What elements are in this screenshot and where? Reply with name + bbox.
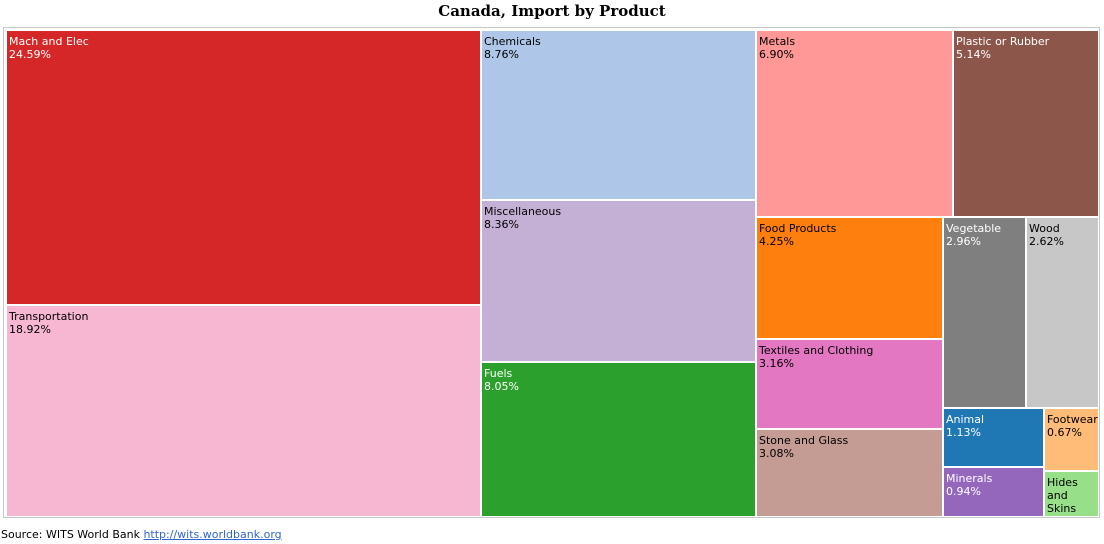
tile-label: Fuels [484,367,513,380]
source-link[interactable]: http://wits.worldbank.org [143,528,282,541]
treemap-tile-hides-and-skins[interactable]: Hides and Skins [1044,471,1099,517]
tile-value: 1.13% [946,426,981,439]
tile-value: 18.92% [9,323,51,336]
treemap-tile-plastic-or-rubber[interactable]: Plastic or Rubber 5.14% [953,30,1099,217]
treemap-tile-footwear[interactable]: Footwear 0.67% [1044,408,1099,471]
tile-label: Miscellaneous [484,205,562,218]
treemap-tile-chemicals[interactable]: Chemicals 8.76% [481,30,756,200]
tile-label: Mach and Elec [9,35,89,48]
tile-value: 5.14% [956,48,991,61]
treemap-tile-vegetable[interactable]: Vegetable 2.96% [943,217,1026,408]
tile-label: Wood [1029,222,1060,235]
tile-value: 2.96% [946,235,981,248]
tile-value: 24.59% [9,48,51,61]
tile-label: Plastic or Rubber [956,35,1050,48]
tile-value: 8.05% [484,380,519,393]
tile-label: Transportation [9,310,89,323]
tile-label: Minerals [946,472,993,485]
tile-value: 2.62% [1029,235,1064,248]
tile-value: 8.76% [484,48,519,61]
treemap-tile-wood[interactable]: Wood 2.62% [1026,217,1099,408]
tile-label: Animal [946,413,985,426]
tile-value: 6.90% [759,48,794,61]
tile-value: 0.67% [1047,426,1082,439]
treemap-tile-food-products[interactable]: Food Products 4.25% [756,217,943,339]
tile-value: 8.36% [484,218,519,231]
chart-title: Canada, Import by Product [438,2,666,20]
tile-label: Hides and Skins [1047,476,1078,515]
treemap-tile-mach-and-elec[interactable]: Mach and Elec 24.59% [6,30,481,305]
treemap-chart: Mach and Elec 24.59% Transportation 18.92% C… [3,27,1100,518]
treemap-tile-miscellaneous[interactable]: Miscellaneous 8.36% [481,200,756,362]
treemap-tile-animal[interactable]: Animal 1.13% [943,408,1044,467]
tile-label: Vegetable [946,222,1002,235]
tile-label: Food Products [759,222,837,235]
tile-value: 3.08% [759,447,794,460]
tile-value: 3.16% [759,357,794,370]
source-prefix: Source: WITS World Bank [1,528,140,541]
tile-label: Chemicals [484,35,541,48]
tile-label: Metals [759,35,796,48]
treemap-tile-transportation[interactable]: Transportation 18.92% [6,305,481,517]
tile-value: 4.25% [759,235,794,248]
tile-value: 0.94% [946,485,981,498]
tile-label: Footwear [1047,413,1098,426]
treemap-tile-metals[interactable]: Metals 6.90% [756,30,953,217]
treemap-tile-stone-and-glass[interactable]: Stone and Glass 3.08% [756,429,943,517]
treemap-tile-fuels[interactable]: Fuels 8.05% [481,362,756,517]
tile-label: Textiles and Clothing [759,344,874,357]
tile-label: Stone and Glass [759,434,849,447]
treemap-tile-minerals[interactable]: Minerals 0.94% [943,467,1044,517]
source-note: Source: WITS World Bank http://wits.worl… [1,528,282,541]
treemap-tile-textiles-and-clothing[interactable]: Textiles and Clothing 3.16% [756,339,943,429]
